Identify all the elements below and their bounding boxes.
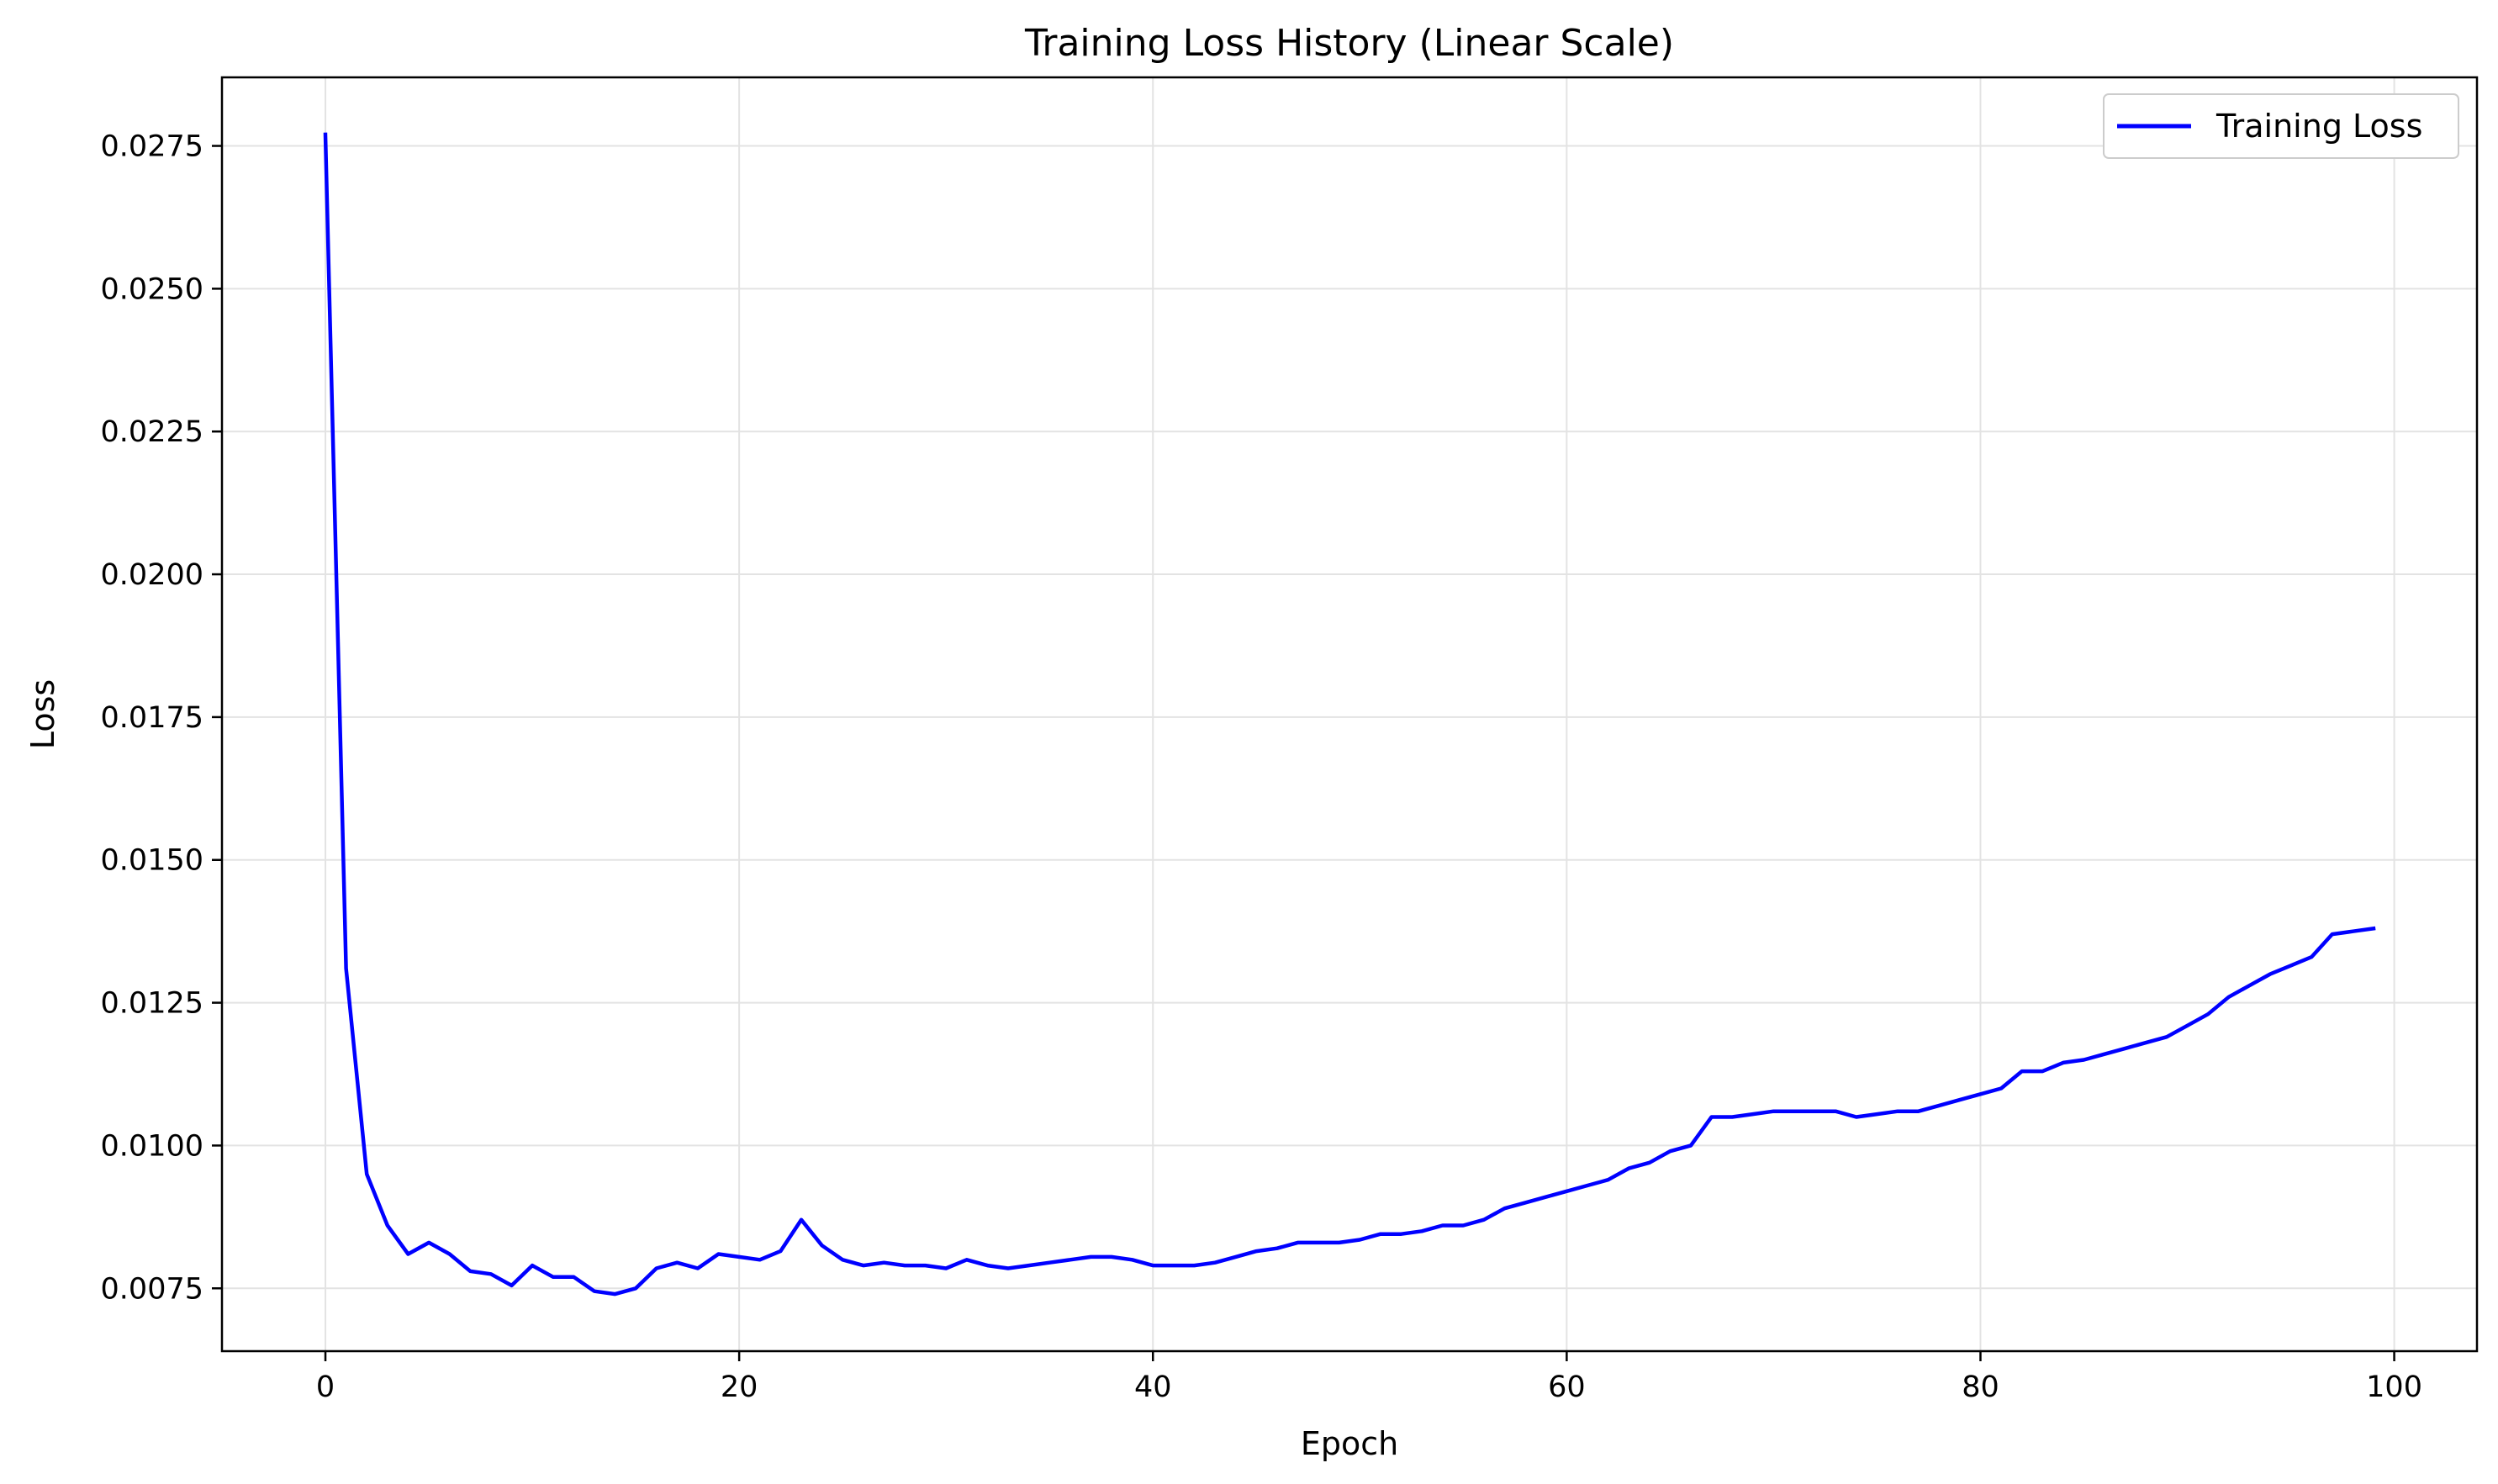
y-axis: 0.0075 0.0100 0.0125 0.0150 0.0175 0.0200 0.02…: [101, 130, 222, 1306]
series-layer: [323, 132, 2376, 1297]
legend: Training Loss: [2103, 93, 2459, 159]
y-tick-label: 0.0275: [101, 130, 203, 164]
legend-label-training-loss: Training Loss: [2215, 108, 2422, 145]
x-tick-label: 80: [1962, 1370, 1999, 1404]
x-tick-label: 0: [316, 1370, 335, 1404]
y-axis-label: Loss: [24, 679, 61, 749]
x-tick-label: 40: [1134, 1370, 1172, 1404]
x-tick-label: 60: [1548, 1370, 1586, 1404]
y-tick-label: 0.0225: [101, 415, 203, 449]
series-line-training-loss: [323, 132, 2376, 1297]
y-tick-label: 0.0250: [101, 272, 203, 306]
y-tick-label: 0.0175: [101, 701, 203, 735]
y-tick-label: 0.0125: [101, 987, 203, 1021]
y-tick-label: 0.0075: [101, 1272, 203, 1306]
legend-box: [2103, 93, 2459, 159]
chart-title: Training Loss History (Linear Scale): [1024, 22, 1674, 65]
y-tick-label: 0.0100: [101, 1129, 203, 1163]
x-tick-label: 20: [721, 1370, 758, 1404]
x-axis-label: Epoch: [1301, 1425, 1398, 1462]
y-tick-label: 0.0200: [101, 558, 203, 592]
x-tick-label: 100: [2366, 1370, 2422, 1404]
y-tick-label: 0.0150: [101, 844, 203, 878]
grid-lines: [222, 77, 2477, 1351]
x-axis: 0 20 40 60 80 100: [316, 1351, 2422, 1404]
plot-frame: [220, 76, 2479, 1353]
